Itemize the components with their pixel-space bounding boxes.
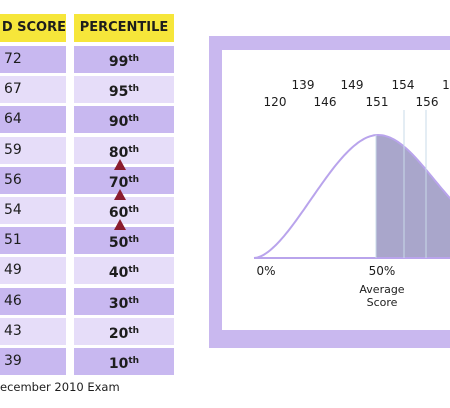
- shaded-area: [376, 135, 450, 258]
- score-value: 46: [4, 293, 22, 309]
- score-label: 154: [392, 78, 415, 92]
- score-value: 72: [4, 51, 22, 67]
- score-value: 54: [4, 202, 22, 218]
- percentile-value: 30: [108, 296, 129, 312]
- percentile-cell: 10th: [74, 348, 174, 375]
- score-label: 149: [341, 78, 364, 92]
- score-label: 139: [292, 78, 315, 92]
- up-arrow-icon: [114, 159, 126, 170]
- axis-label: 50%: [369, 264, 396, 278]
- score-cell: 51: [0, 227, 66, 254]
- score-label: 156: [416, 95, 439, 109]
- score-label: 120: [264, 95, 287, 109]
- score-value: 64: [4, 111, 22, 127]
- score-value: 43: [4, 323, 22, 339]
- score-cell: 49: [0, 257, 66, 284]
- score-cell: 56: [0, 167, 66, 194]
- percentile-cell: 90th: [74, 106, 174, 133]
- score-cell: 72: [0, 46, 66, 73]
- score-cell: 59: [0, 137, 66, 164]
- percentile-suffix: th: [128, 326, 140, 336]
- axis-label: 0%: [256, 264, 275, 278]
- percentile-value: 95: [108, 84, 129, 100]
- percentile-suffix: th: [128, 356, 140, 366]
- score-value: 59: [4, 142, 22, 158]
- percentile-suffix: th: [128, 235, 140, 245]
- percentile-suffix: th: [128, 54, 140, 64]
- percentile-suffix: th: [128, 145, 140, 155]
- percentile-value: 60: [108, 205, 129, 221]
- percentile-cell: 30th: [74, 288, 174, 315]
- score-label: 1: [442, 78, 450, 92]
- percentile-cell: 20th: [74, 318, 174, 345]
- up-arrow-icon: [114, 219, 126, 230]
- score-cell: 64: [0, 106, 66, 133]
- percentile-suffix: th: [128, 265, 140, 275]
- score-label: 151: [366, 95, 389, 109]
- score-value: 39: [4, 353, 22, 369]
- score-value: 67: [4, 81, 22, 97]
- percentile-suffix: th: [128, 175, 140, 185]
- percentile-value: 80: [108, 145, 129, 161]
- percentile-value: 99: [108, 54, 129, 70]
- score-value: 49: [4, 262, 22, 278]
- score-value: 51: [4, 232, 22, 248]
- average-score-annotation: Average: [359, 283, 404, 296]
- score-cell: 43: [0, 318, 66, 345]
- percentile-value: 90: [108, 114, 129, 130]
- percentile-suffix: th: [128, 296, 140, 306]
- percentile-suffix: th: [128, 205, 140, 215]
- percentile-cell: 50th: [74, 227, 174, 254]
- score-cell: 46: [0, 288, 66, 315]
- percentile-value: 50: [108, 235, 129, 251]
- score-cell: 39: [0, 348, 66, 375]
- score-value: 56: [4, 172, 22, 188]
- up-arrow-icon: [114, 189, 126, 200]
- percentile-suffix: th: [128, 84, 140, 94]
- percentile-value: 70: [108, 175, 129, 191]
- percentile-cell: 40th: [74, 257, 174, 284]
- percentile-suffix: th: [128, 114, 140, 124]
- exam-caption: ecember 2010 Exam: [0, 380, 120, 394]
- score-column-header: D SCORE: [0, 14, 66, 42]
- score-cell: 67: [0, 76, 66, 103]
- percentile-value: 10: [108, 356, 129, 372]
- distribution-curve: [253, 133, 450, 259]
- score-cell: 54: [0, 197, 66, 224]
- average-score-annotation: Score: [367, 296, 398, 309]
- percentile-value: 20: [108, 326, 129, 342]
- percentile-column-header: PERCENTILE: [74, 14, 174, 42]
- score-label: 146: [314, 95, 337, 109]
- percentile-cell: 95th: [74, 76, 174, 103]
- percentile-value: 40: [108, 265, 129, 281]
- percentile-cell: 99th: [74, 46, 174, 73]
